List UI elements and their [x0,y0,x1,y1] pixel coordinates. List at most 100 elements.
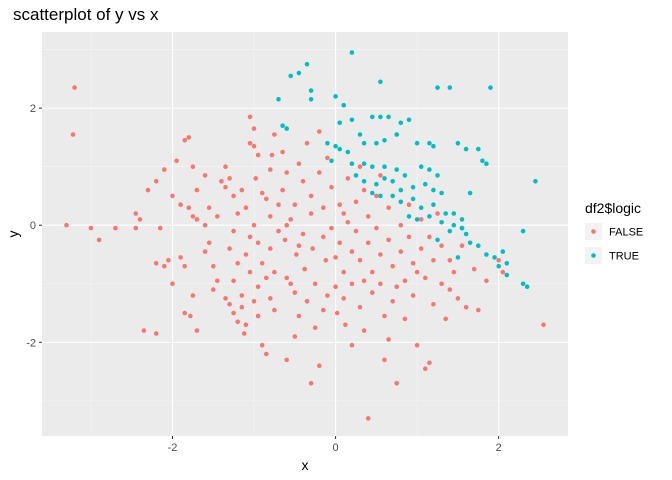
point-false [378,281,383,287]
data-points [64,50,546,421]
point-false [329,184,334,190]
y-tick-label: 0 [30,220,36,232]
point-false [223,184,228,190]
point-false [353,228,359,234]
point-false [541,322,546,328]
point-false [182,310,187,316]
point-false [268,214,273,219]
point-false [398,249,404,254]
point-true [451,222,457,228]
point-false [264,351,269,357]
point-false [264,275,269,281]
point-false [406,202,412,207]
point-true [488,85,493,90]
point-false [247,114,253,120]
point-false [235,211,240,216]
point-false [202,249,208,254]
point-false [406,234,412,240]
point-false [247,234,253,240]
point-true [467,190,473,196]
point-false [284,170,290,175]
point-true [349,161,355,166]
point-true [504,261,510,266]
point-false [484,278,489,284]
point-false [211,287,216,292]
point-false [349,281,355,287]
point-false [418,217,424,222]
point-true [410,184,416,190]
point-true [333,143,338,149]
point-false [162,167,167,172]
point-true [423,181,428,187]
point-false [215,278,220,284]
point-false [255,152,261,158]
point-false [341,296,347,301]
axis-ticks: -2 0 2 -2 0 2 [26,103,502,454]
point-false [310,246,316,251]
point-true [349,117,355,123]
point-true [374,140,379,146]
point-false [296,313,302,319]
point-false [321,205,326,210]
point-true [378,114,383,120]
legend-title: df2$logic [585,200,641,216]
point-true [447,85,453,90]
point-false [153,331,159,336]
point-false [186,205,192,210]
point-true [390,193,396,199]
chart-title: scatterplot of y vs x [13,5,159,24]
point-false [418,246,424,251]
point-true [398,199,404,205]
point-false [264,196,269,202]
point-true [431,202,436,207]
point-false [70,132,76,137]
point-false [357,258,363,263]
point-false [251,222,257,228]
point-false [370,290,375,295]
point-false [365,416,371,421]
point-true [357,132,363,137]
point-false [382,357,387,363]
x-tick-label: 0 [333,442,339,454]
point-false [394,284,400,290]
point-false [206,205,212,210]
point-true [304,61,310,67]
point-true [337,120,343,126]
point-false [382,313,387,319]
point-false [374,225,379,231]
point-true [484,161,489,166]
point-true [390,179,396,184]
point-true [276,97,281,102]
point-true [427,167,432,172]
point-false [272,132,277,137]
point-false [398,222,404,228]
point-true [308,97,314,102]
point-false [170,193,175,199]
point-false [170,281,175,287]
point-false [227,176,232,181]
point-true [500,249,506,254]
point-true [382,138,387,143]
legend-label-false: FALSE [609,227,643,239]
point-false [186,135,192,140]
point-false [402,278,408,284]
point-false [333,284,338,290]
point-true [418,205,424,210]
point-true [467,240,473,246]
point-true [370,164,375,169]
point-false [447,287,453,292]
point-true [533,179,538,184]
point-true [345,149,351,155]
point-true [435,173,440,178]
legend: df2$logic FALSE TRUE [585,200,643,264]
point-false [284,222,290,228]
point-false [292,202,298,207]
point-false [312,325,318,331]
point-false [288,281,294,287]
point-false [337,240,343,246]
y-tick-label: -2 [26,337,36,349]
point-false [341,269,347,275]
point-false [243,322,249,328]
point-true [398,187,404,193]
